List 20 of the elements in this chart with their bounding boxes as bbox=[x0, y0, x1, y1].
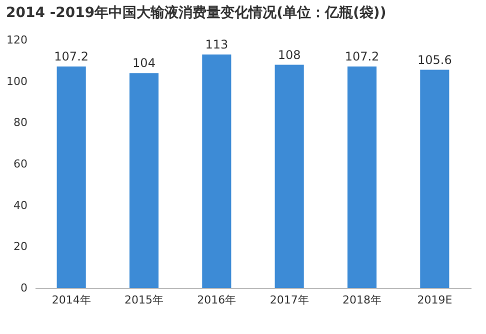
y-tick-label: 20 bbox=[14, 240, 28, 254]
data-label: 108 bbox=[278, 48, 301, 62]
x-tick-label: 2017年 bbox=[270, 294, 309, 306]
y-tick-label: 60 bbox=[14, 158, 28, 170]
x-tick-label: 2019E bbox=[417, 294, 452, 306]
y-tick-label: 0 bbox=[20, 282, 28, 294]
y-tick-label: 80 bbox=[14, 116, 28, 130]
data-label: 105.6 bbox=[417, 52, 452, 67]
data-label: 107.2 bbox=[344, 49, 380, 64]
data-label: 104 bbox=[132, 56, 156, 70]
chart-title: 2014 -2019年中国大输液消费量变化情况(单位：亿瓶(袋)) bbox=[6, 4, 386, 21]
y-tick-label: 40 bbox=[14, 198, 28, 212]
data-label: 113 bbox=[205, 37, 228, 52]
y-tick-label: 120 bbox=[6, 34, 28, 46]
y-tick-label: 100 bbox=[6, 74, 28, 88]
x-tick-label: 2016年 bbox=[197, 294, 236, 306]
x-tick-label: 2014年 bbox=[52, 294, 91, 306]
x-tick-label: 2015年 bbox=[124, 294, 164, 306]
data-label: 107.2 bbox=[54, 49, 89, 64]
x-tick-label: 2018年 bbox=[342, 294, 382, 306]
